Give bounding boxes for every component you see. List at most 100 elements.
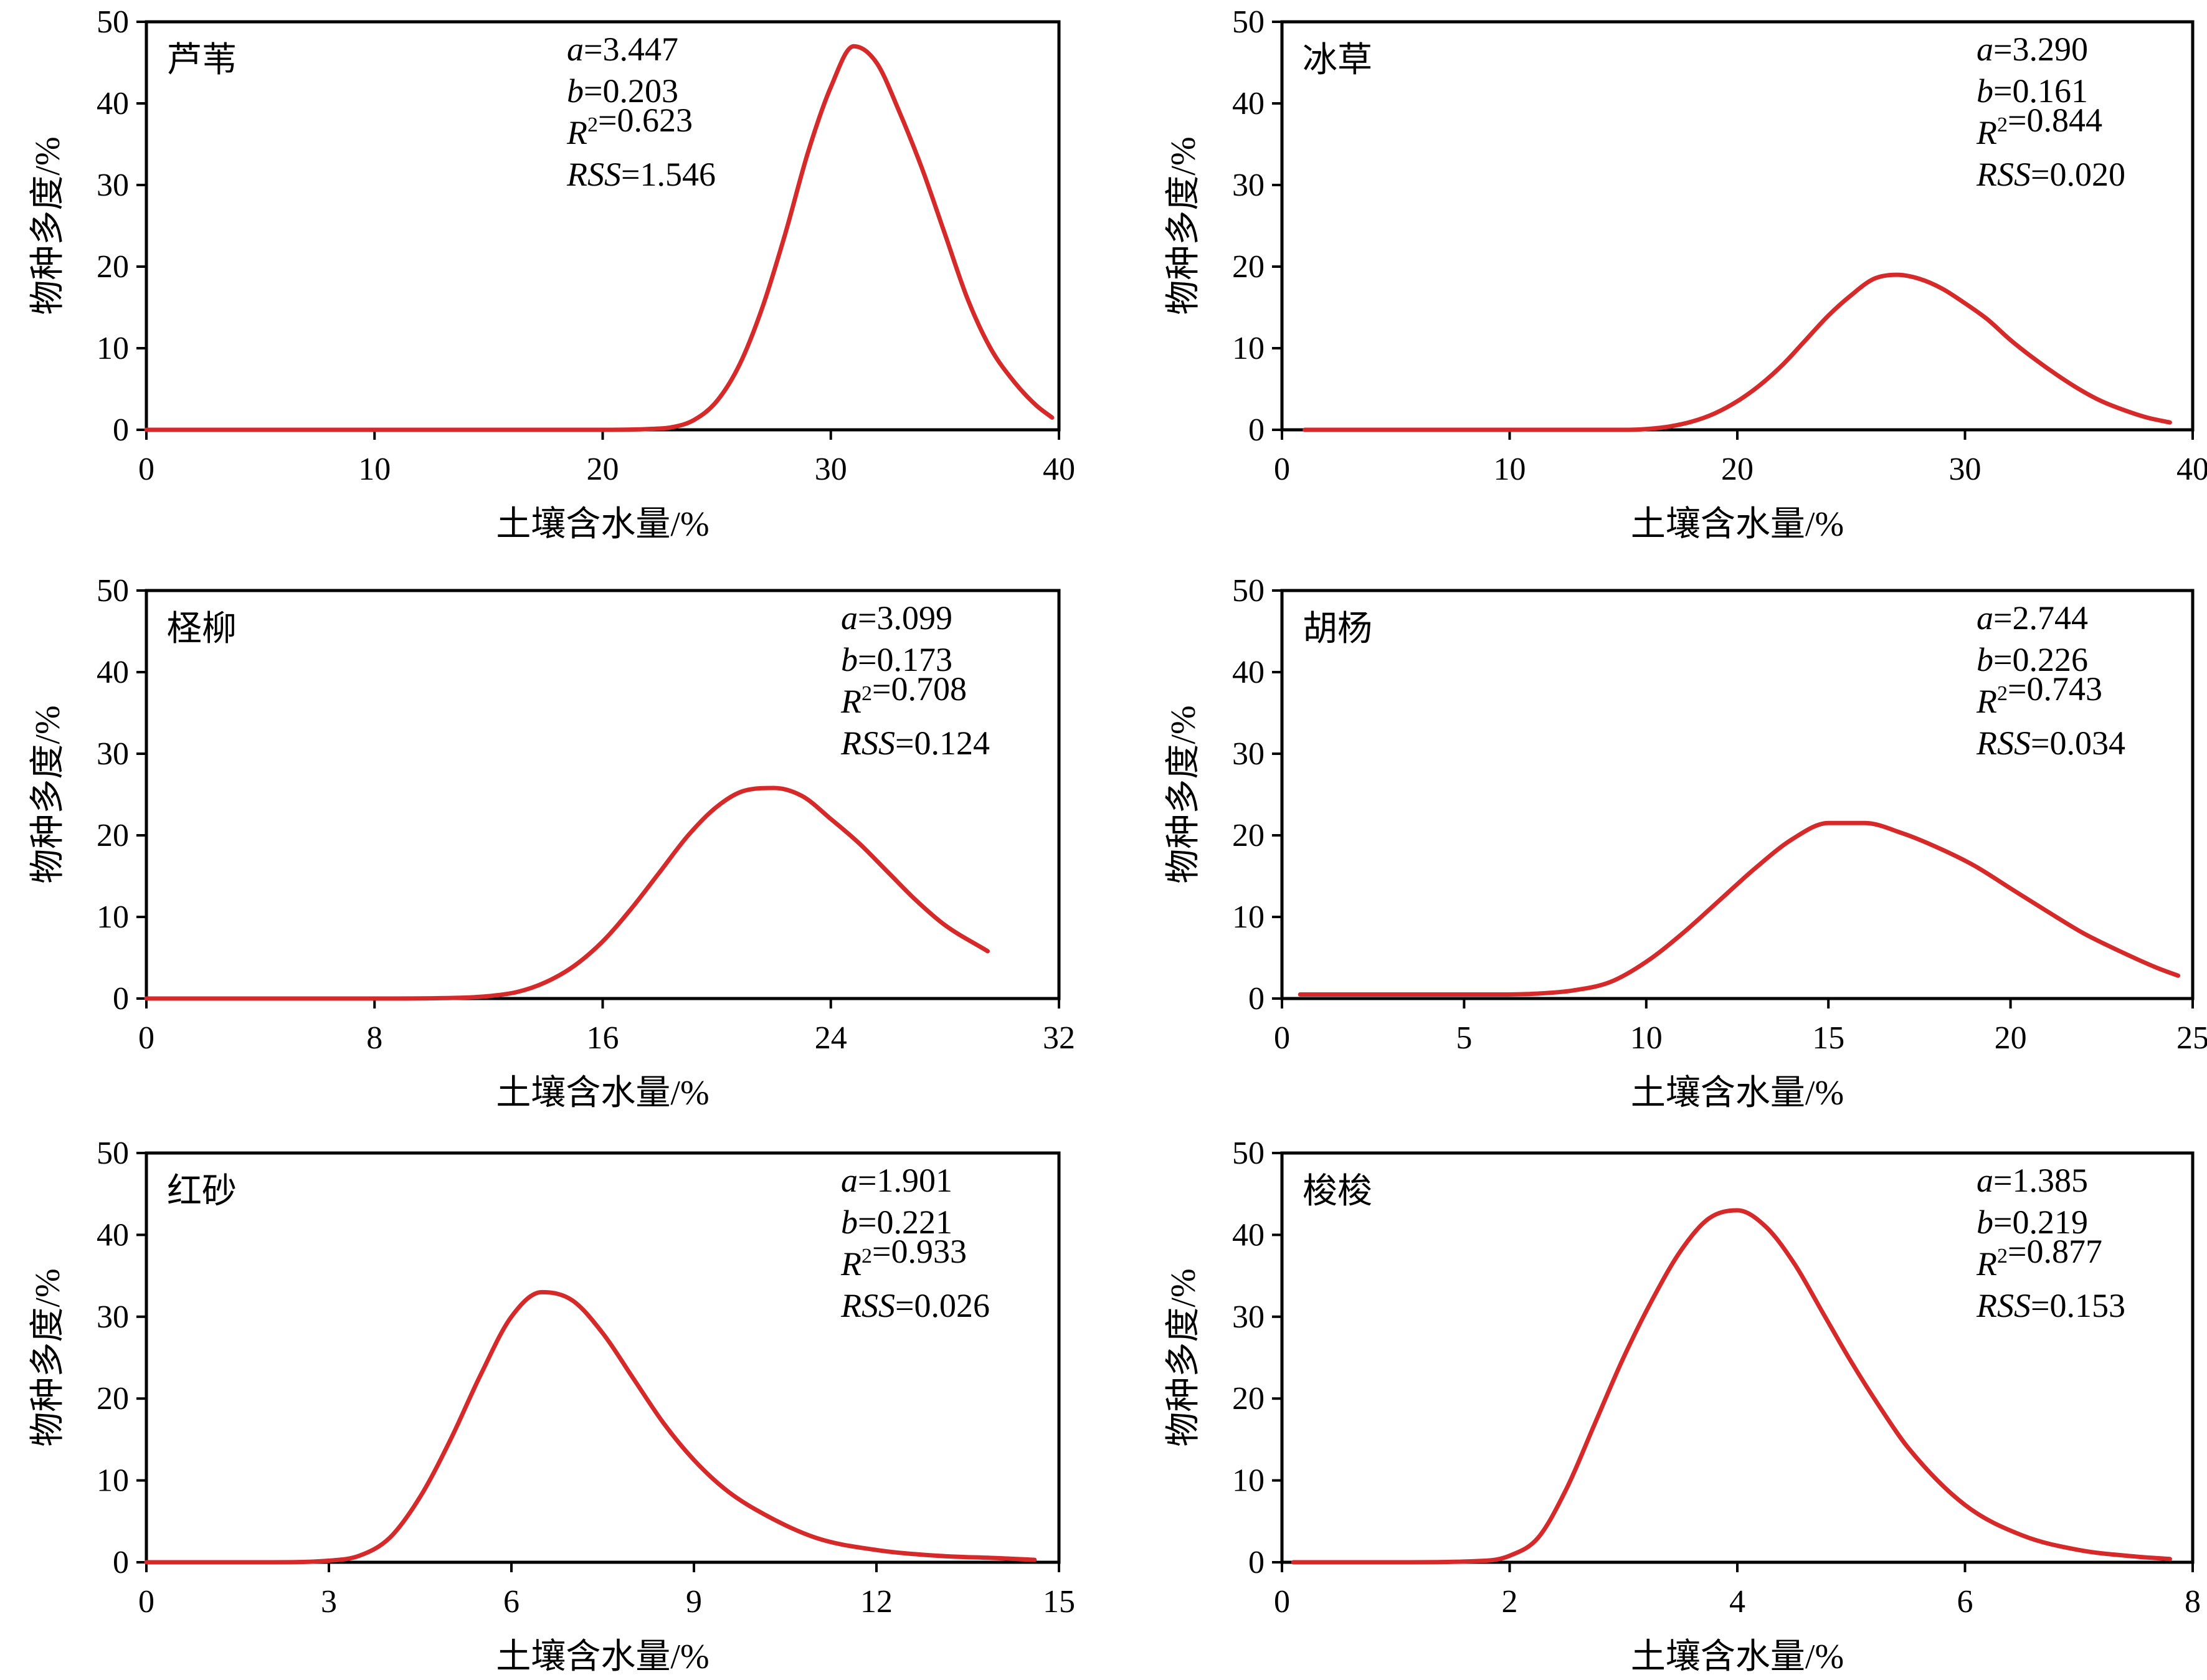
stat-r2: R2=0.877 xyxy=(1976,1233,2102,1283)
y-tick-label: 30 xyxy=(97,168,129,203)
stat-a: a=1.385 xyxy=(1977,1162,2088,1199)
y-tick-label: 40 xyxy=(1232,1217,1265,1253)
stat-b: b=0.219 xyxy=(1977,1203,2088,1241)
stat-symbol: a xyxy=(567,31,584,68)
x-tick-label: 24 xyxy=(815,1020,847,1056)
x-tick-label: 0 xyxy=(138,1020,154,1056)
x-tick-label: 10 xyxy=(1494,452,1526,487)
x-tick-label: 0 xyxy=(1274,1020,1290,1056)
stat-value: =0.026 xyxy=(895,1287,990,1324)
stat-a: a=3.290 xyxy=(1977,31,2088,68)
stat-symbol: R xyxy=(566,114,587,151)
stat-b: b=0.161 xyxy=(1977,72,2088,110)
stat-value: =3.099 xyxy=(858,599,952,637)
y-tick-label: 40 xyxy=(1232,86,1265,121)
y-tick-label: 20 xyxy=(97,1381,129,1417)
stat-value: =0.203 xyxy=(584,72,678,110)
stat-value: =0.844 xyxy=(2008,102,2102,139)
x-tick-label: 10 xyxy=(358,452,391,487)
stat-b: b=0.226 xyxy=(1977,641,2088,678)
x-tick-label: 40 xyxy=(1043,452,1075,487)
stat-symbol: b xyxy=(1977,72,1993,110)
y-axis-title: 物种多度/% xyxy=(1164,1268,1203,1446)
series-line xyxy=(1298,820,2181,997)
x-axis-title: 土壤含水量/% xyxy=(496,505,709,544)
y-tick-label: 0 xyxy=(1248,1545,1265,1580)
y-tick-label: 50 xyxy=(97,4,129,40)
stat-value: =0.743 xyxy=(2008,670,2102,708)
x-tick-label: 12 xyxy=(860,1584,893,1620)
x-tick-label: 10 xyxy=(1630,1020,1663,1056)
stat-rss: RSS=0.034 xyxy=(1976,724,2125,762)
series-line xyxy=(1303,272,2172,432)
y-axis-title: 物种多度/% xyxy=(29,136,67,315)
x-axis-title: 土壤含水量/% xyxy=(496,1074,709,1113)
stat-symbol: R xyxy=(1976,114,1997,151)
y-tick-label: 0 xyxy=(1248,981,1265,1017)
x-tick-label: 5 xyxy=(1456,1020,1472,1056)
stat-symbol: RSS xyxy=(840,1287,895,1324)
y-tick-label: 0 xyxy=(113,981,129,1017)
x-tick-label: 0 xyxy=(138,1584,154,1620)
species-label: 柽柳 xyxy=(167,610,237,648)
species-label: 红砂 xyxy=(167,1172,237,1211)
stat-a: a=2.744 xyxy=(1977,599,2088,637)
x-tick-label: 8 xyxy=(2185,1584,2201,1620)
y-tick-label: 30 xyxy=(97,1299,129,1335)
stat-symbol: R xyxy=(840,1245,861,1283)
stat-value: =0.623 xyxy=(598,102,693,139)
stat-superscript: 2 xyxy=(1997,1245,2008,1268)
series-line xyxy=(1291,1208,2172,1565)
y-axis-title: 物种多度/% xyxy=(1164,705,1203,883)
y-axis-title: 物种多度/% xyxy=(29,1268,67,1446)
stat-superscript: 2 xyxy=(587,113,598,136)
x-tick-label: 2 xyxy=(1502,1584,1518,1620)
species-label: 冰草 xyxy=(1303,41,1372,80)
y-tick-label: 10 xyxy=(97,1463,129,1499)
x-tick-label: 25 xyxy=(2176,1020,2207,1056)
stat-symbol: RSS xyxy=(1976,724,2031,762)
stat-value: =3.447 xyxy=(584,31,678,68)
y-tick-label: 20 xyxy=(1232,249,1265,285)
stat-symbol: b xyxy=(841,641,858,678)
y-tick-label: 20 xyxy=(97,249,129,285)
stat-rss: RSS=1.546 xyxy=(566,156,716,193)
y-axis-title: 物种多度/% xyxy=(1164,136,1203,315)
stat-symbol: a xyxy=(841,599,858,637)
series-line xyxy=(144,44,1055,432)
x-tick-label: 0 xyxy=(1274,1584,1290,1620)
stat-rss: RSS=0.124 xyxy=(840,724,990,762)
species-label: 胡杨 xyxy=(1303,610,1372,648)
x-tick-label: 15 xyxy=(1812,1020,1844,1056)
x-tick-label: 4 xyxy=(1729,1584,1745,1620)
x-axis-title: 土壤含水量/% xyxy=(1631,1638,1844,1676)
x-axis-title: 土壤含水量/% xyxy=(1631,1074,1844,1113)
stat-value: =0.221 xyxy=(858,1203,952,1241)
y-tick-label: 50 xyxy=(1232,573,1265,609)
chart-panel-1: 0 10 20 30 40 50 0 10 20 30 40 土壤含水量/% 物种多度/% 芦苇 a=3.4… xyxy=(29,4,1075,544)
stat-value: =1.385 xyxy=(1993,1162,2088,1199)
stat-value: =0.034 xyxy=(2031,724,2125,762)
stat-value: =0.933 xyxy=(872,1233,967,1270)
y-tick-label: 40 xyxy=(1232,655,1265,690)
y-axis-title: 物种多度/% xyxy=(29,705,67,883)
y-tick-label: 10 xyxy=(97,331,129,366)
stat-superscript: 2 xyxy=(861,1245,872,1268)
stat-symbol: a xyxy=(1977,31,1993,68)
stat-symbol: a xyxy=(1977,1162,1993,1199)
y-tick-label: 50 xyxy=(1232,4,1265,40)
y-tick-label: 50 xyxy=(97,573,129,609)
stat-symbol: b xyxy=(567,72,584,110)
y-tick-label: 10 xyxy=(1232,1463,1265,1499)
x-tick-label: 3 xyxy=(321,1584,337,1620)
stat-value: =0.877 xyxy=(2008,1233,2102,1270)
stat-symbol: RSS xyxy=(1976,1287,2031,1324)
y-tick-label: 10 xyxy=(97,899,129,935)
y-tick-label: 10 xyxy=(1232,899,1265,935)
y-tick-label: 30 xyxy=(1232,1299,1265,1335)
x-tick-label: 30 xyxy=(815,452,847,487)
y-tick-label: 20 xyxy=(1232,1381,1265,1417)
stat-superscript: 2 xyxy=(861,682,872,705)
x-tick-label: 32 xyxy=(1043,1020,1075,1056)
